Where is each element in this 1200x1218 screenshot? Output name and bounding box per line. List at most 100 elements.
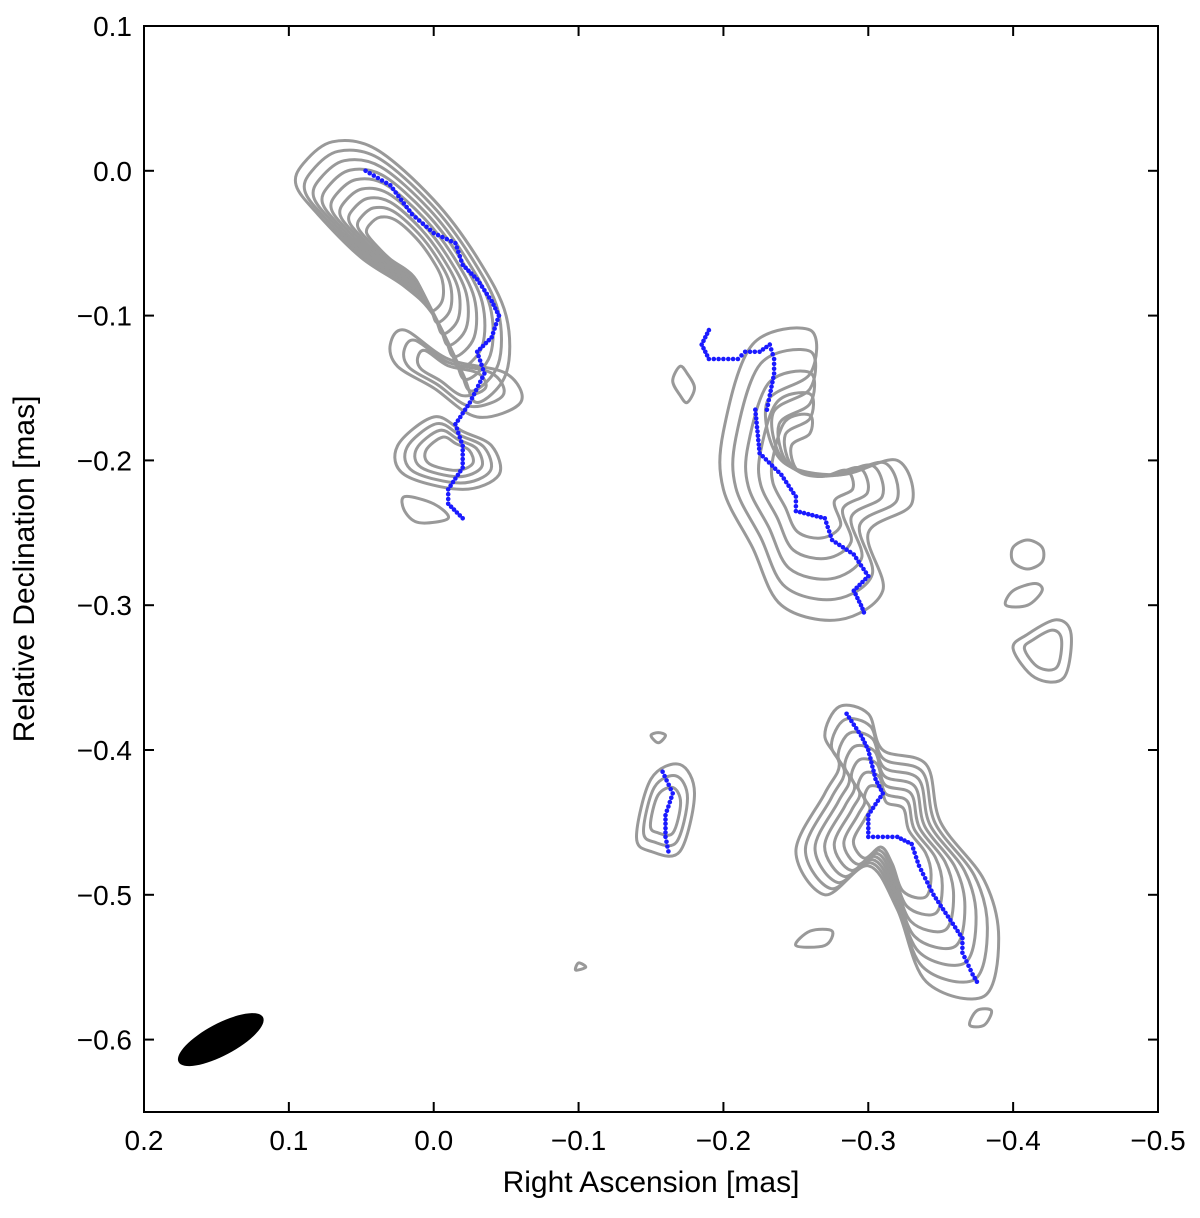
ridge-middle-point — [837, 542, 842, 548]
ridge-middle-start-point — [711, 356, 717, 362]
ridge-core-point — [396, 193, 401, 199]
ridge-lower-point — [964, 959, 969, 964]
ridge-core-point — [435, 232, 441, 238]
ridge-left-knot-point — [663, 812, 668, 818]
contour-layer — [293, 138, 1073, 1029]
ridge-middle-point — [760, 454, 765, 459]
ridge-core-2-point — [445, 487, 451, 492]
tick-layer: 0.2 0.1 0.0 −0.1 −0.2 −0.3 −0.4 −0.5 0.1 0.0 −0.1 −… — [77, 11, 1186, 1156]
ridge-core-point — [489, 298, 495, 304]
ridge-lower-point — [927, 884, 932, 889]
ridge-core-2-point — [445, 496, 451, 502]
ridge-core-2-point — [450, 479, 456, 485]
contour-knot-b-level-2 — [403, 421, 494, 485]
ridge-core-point — [427, 227, 433, 233]
ridge-core-point — [448, 238, 454, 244]
ridge-core-point — [444, 236, 450, 242]
ridge-core-2-point — [496, 313, 502, 318]
contour-knot-a-level-1 — [388, 328, 524, 419]
x-tick-label: −0.3 — [841, 1125, 896, 1156]
ridge-middle-point — [866, 573, 871, 579]
ridge-core-point — [371, 173, 377, 178]
ridge-middle-point — [753, 407, 758, 413]
ridge-core-2-point — [460, 461, 466, 466]
x-tick-label: −0.4 — [986, 1125, 1041, 1156]
ridge-lower-point — [868, 756, 873, 761]
ridge-left-knot-point — [663, 825, 668, 831]
ridge-middle-point — [793, 508, 799, 514]
ridge-core-point — [460, 262, 466, 268]
ridge-middle-start-point — [767, 342, 773, 347]
beam-ellipse — [177, 1013, 264, 1067]
ridge-core-2-point — [445, 491, 451, 497]
ridge-middle-start-point — [760, 347, 766, 352]
ridge-middle-point — [772, 466, 778, 472]
ridge-left-knot-point — [665, 844, 670, 849]
ridge-core-2-point — [495, 317, 500, 323]
contour-knot-b-level-1 — [393, 415, 503, 491]
ridge-middle-point — [779, 472, 784, 478]
ridge-lower-point — [940, 907, 946, 912]
contour-middle-jet-level-4 — [757, 391, 870, 561]
ridge-core-point — [404, 204, 409, 210]
ridge-lower-point — [966, 963, 971, 969]
y-tick-label: −0.3 — [77, 590, 132, 621]
ridge-core-point — [379, 178, 385, 183]
ridge-core-point — [484, 291, 490, 297]
ridge-middle-point — [763, 457, 769, 462]
y-tick-label: −0.6 — [77, 1025, 132, 1056]
ridge-core-2-point — [458, 414, 463, 420]
ridge-lower-point — [849, 718, 854, 724]
ridge-core-point — [454, 245, 460, 250]
ridge-lower-point — [950, 921, 956, 927]
ridge-middle-point — [829, 537, 835, 543]
ridge-middle-start-point — [703, 335, 708, 340]
ridge-middle-start-point — [704, 331, 710, 337]
ridge-middle-point — [861, 610, 867, 615]
contour-core-jet-level-6 — [338, 186, 470, 347]
ridge-lower-point — [880, 834, 886, 840]
ridge-middle-start-point — [701, 338, 706, 344]
x-tick-label: 0.0 — [414, 1125, 453, 1156]
ridge-lower-point — [929, 888, 934, 893]
ridge-lower-point — [885, 834, 890, 840]
ridge-middle-point — [818, 515, 823, 520]
ridge-layer — [363, 168, 980, 984]
ridge-middle-start-point — [770, 379, 775, 385]
ridge-middle-start-point — [769, 384, 774, 389]
ridge-core-2-point — [460, 516, 466, 521]
ridge-lower-point — [960, 945, 965, 951]
ridge-core-2-point — [480, 343, 486, 349]
ridge-core-point — [494, 309, 500, 315]
ridge-lower-point — [875, 780, 880, 785]
ridge-lower-point — [853, 726, 859, 731]
ridge-core-2-point — [490, 330, 496, 336]
ridge-lower-point — [873, 802, 878, 807]
ridge-lower-point — [972, 975, 978, 981]
contour-core-jet-level-1 — [293, 138, 512, 404]
ridge-core-2-point — [445, 501, 451, 507]
ridge-core-2-point — [469, 396, 475, 401]
ridge-middle-start-point — [765, 402, 771, 408]
ridge-middle-point — [833, 540, 838, 545]
ridge-middle-start-point — [706, 327, 712, 333]
ridge-lower-point — [960, 940, 965, 946]
ridge-core-2-point — [483, 340, 489, 346]
ridge-core-point — [474, 277, 480, 282]
ridge-lower-point — [870, 764, 875, 769]
ridge-middle-start-point — [739, 353, 744, 358]
ridge-middle-point — [851, 552, 857, 557]
ridge-core-2-point — [454, 510, 460, 515]
ridge-middle-point — [793, 494, 799, 499]
ridge-middle-start-point — [771, 361, 777, 367]
ridge-core-2-point — [477, 346, 483, 352]
ridge-core-2-point — [454, 426, 460, 431]
ridge-lower-point — [871, 768, 876, 773]
ridge-core-2-point — [460, 452, 466, 457]
ridge-lower-point — [851, 722, 857, 727]
ridge-core-2-point — [467, 400, 473, 405]
contour-right-blob-2-level-1 — [1003, 582, 1044, 609]
contour-lower-jet-level-1 — [794, 703, 1001, 1001]
ridge-core-2-point — [448, 483, 453, 489]
ridge-lower-point — [918, 867, 924, 873]
